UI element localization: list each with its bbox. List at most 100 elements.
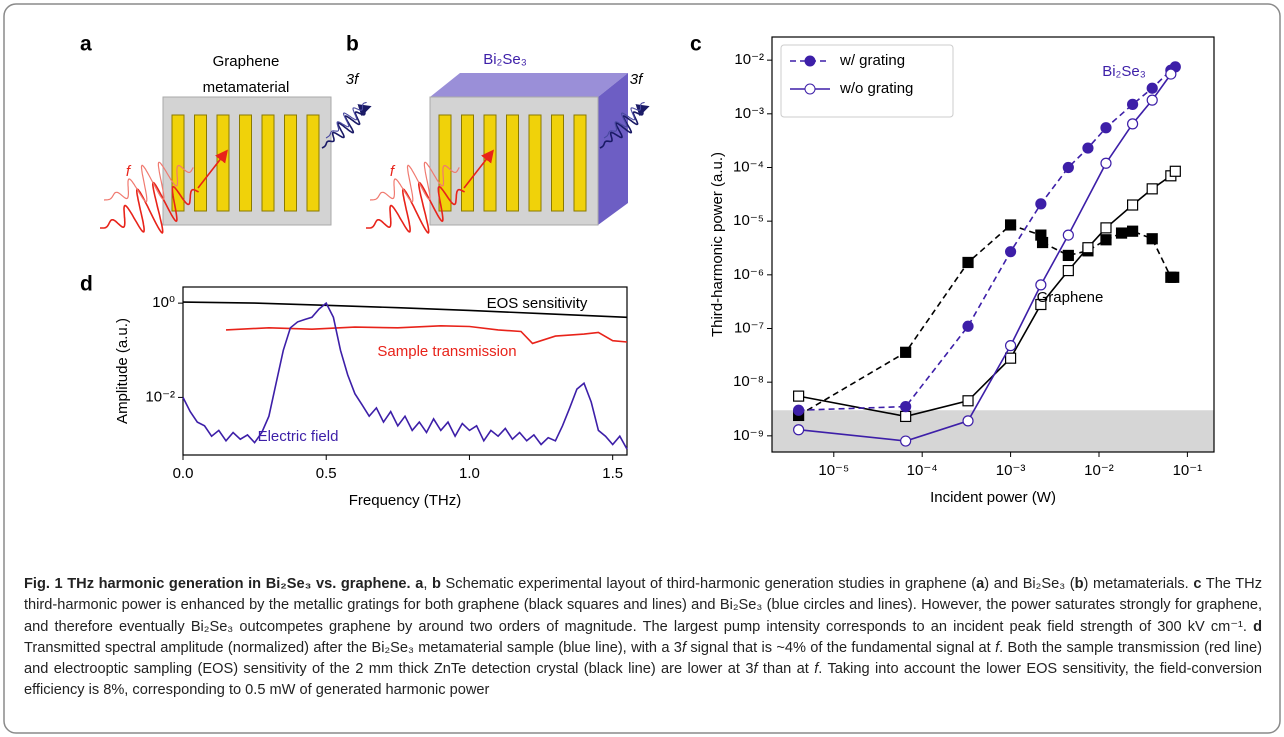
panel-title: Graphene [213, 53, 280, 70]
legend-box [780, 44, 954, 118]
marker [1036, 236, 1049, 249]
slab-top [430, 73, 628, 97]
marker [1146, 183, 1158, 195]
panel-label: c [690, 33, 702, 56]
marker [793, 390, 805, 402]
caption-run: signal that is ~4% of the fundamental si… [686, 639, 996, 656]
grating-bar [216, 114, 230, 212]
caption-run: Transmitted spectral amplitude (normaliz… [24, 639, 682, 656]
marker [1035, 279, 1047, 291]
panel-label: d [80, 273, 93, 296]
marker [793, 404, 805, 416]
x-axis-label: Frequency (THz) [349, 492, 462, 509]
pump-wave [104, 161, 194, 203]
grating-bar [306, 114, 320, 212]
marker [900, 410, 912, 423]
legend-label: w/ grating [839, 52, 905, 69]
caption-run: a [415, 576, 424, 592]
x-tick-label: 10⁻³ [996, 462, 1026, 479]
marker [1126, 225, 1139, 237]
series-line [798, 73, 1172, 442]
panel-label: a [80, 33, 92, 56]
y-tick-label: 10⁻² [734, 51, 764, 68]
x-axis-label: Incident power (W) [930, 489, 1056, 506]
panel-title: Bi₂Se₃ [483, 51, 527, 68]
marker [1100, 234, 1112, 246]
grating-bar [483, 114, 497, 212]
grating-bar [261, 114, 275, 212]
grating-bar [284, 114, 297, 212]
pump-wave [366, 181, 466, 234]
series-line [798, 224, 1174, 417]
marker [1100, 157, 1112, 169]
pump-label: f [126, 163, 132, 180]
marker [1126, 98, 1139, 110]
caption-run: c [1193, 576, 1202, 592]
series-line [798, 170, 1176, 418]
marker [900, 401, 912, 413]
noise-floor [772, 410, 1214, 452]
marker [1165, 68, 1177, 80]
marker [1004, 246, 1017, 258]
marker [1146, 82, 1158, 94]
legend-marker [804, 55, 816, 67]
y-tick-label: 10⁻⁶ [733, 266, 764, 283]
marker [1082, 142, 1094, 154]
caption-run: The THz third-harmonic power is enhanced… [24, 576, 1263, 635]
harmonic-wave [599, 104, 650, 149]
caption-run: ) metamaterials. [1083, 576, 1194, 592]
marker [962, 395, 974, 407]
marker [1082, 242, 1094, 254]
caption-run: Schematic experimental layout of third-h… [440, 576, 977, 592]
caption-run: f [814, 661, 819, 678]
annotation: Graphene [1037, 289, 1104, 306]
grating-bar [506, 114, 519, 212]
series-label: Sample transmission [377, 343, 516, 360]
pump-arrow [463, 149, 494, 189]
pump-label: f [390, 163, 396, 180]
legend-label: w/o grating [839, 80, 913, 97]
y-tick-label: 10⁻⁸ [733, 373, 764, 390]
x-tick-label: 10⁻⁵ [818, 462, 849, 479]
caption-run: b [432, 576, 441, 592]
grating [171, 114, 320, 212]
marker [793, 424, 805, 436]
harmonic-label: 3f [346, 71, 360, 88]
grating-bar [551, 114, 564, 212]
caption: Fig. 1 THz harmonic generation in Bi₂Se₃… [24, 574, 1262, 702]
marker [1004, 219, 1017, 231]
y-tick-label: 10⁻³ [734, 105, 764, 122]
marker [962, 415, 974, 427]
legend-marker [804, 83, 816, 95]
caption-run: b [1074, 576, 1084, 592]
marker [1035, 298, 1047, 311]
marker [962, 320, 974, 332]
y-axis-label: Amplitude (a.u.) [114, 318, 131, 424]
pump-wave [100, 181, 200, 234]
y-tick-label: 10⁻⁵ [733, 212, 764, 229]
y-tick-label: 10⁻² [145, 388, 175, 405]
series-line [225, 324, 628, 345]
marker [1168, 271, 1180, 283]
series-label: EOS sensitivity [487, 295, 588, 312]
marker [1062, 249, 1074, 262]
marker [1062, 229, 1074, 241]
marker [1126, 199, 1139, 211]
y-tick-label: 10⁻⁹ [733, 427, 764, 444]
x-tick-label: 0.0 [173, 465, 194, 482]
marker [1004, 352, 1017, 364]
series-label: Electric field [258, 428, 339, 445]
caption-run: a [976, 576, 985, 592]
x-tick-label: 0.5 [316, 465, 337, 482]
caption-run: ) and Bi₂Se₃ ( [984, 576, 1075, 592]
panel-title: metamaterial [203, 79, 290, 96]
marker [1004, 340, 1017, 352]
y-tick-label: 10⁻⁷ [734, 319, 764, 336]
series-line [182, 301, 628, 450]
pump-arrow [197, 149, 228, 189]
caption-run: f [681, 639, 686, 656]
slab-side [598, 73, 628, 225]
x-tick-label: 1.0 [459, 465, 480, 482]
x-tick-label: 10⁻⁴ [907, 462, 938, 479]
grating [438, 114, 587, 212]
